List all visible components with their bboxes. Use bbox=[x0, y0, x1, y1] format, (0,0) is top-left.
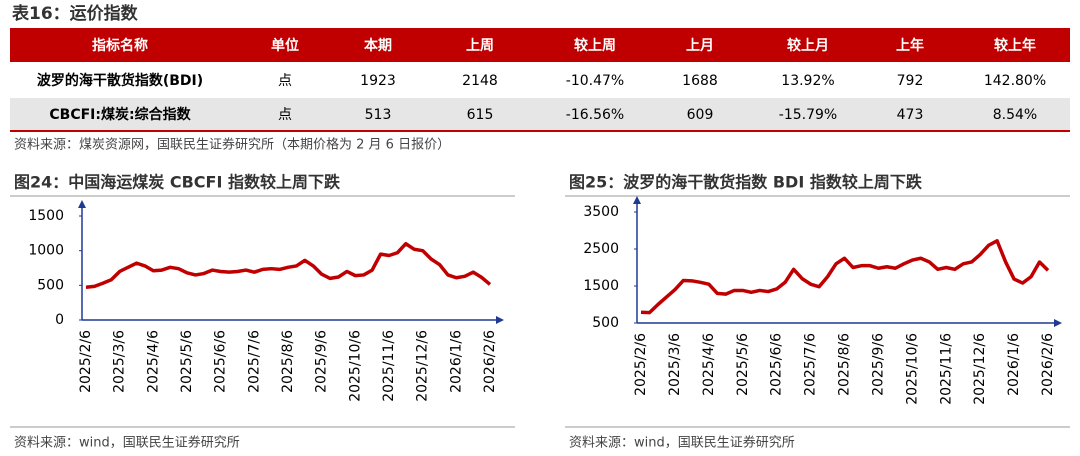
x-tick-label: 2025/4/6 bbox=[701, 333, 717, 396]
column-header: 上年 bbox=[896, 37, 924, 54]
series-line bbox=[640, 239, 1050, 315]
table-cell: 13.92% bbox=[781, 73, 834, 89]
column-header: 单位 bbox=[271, 37, 299, 54]
column-header: 指标名称 bbox=[92, 37, 148, 54]
table-cell: 1688 bbox=[682, 73, 718, 89]
y-tick-label: 1000 bbox=[28, 243, 64, 259]
table-source: 资料来源：煤炭资源网，国联民生证券研究所（本期价格为 2 月 6 日报价） bbox=[14, 137, 450, 153]
y-tick-label: 500 bbox=[592, 315, 619, 331]
x-tick-label: 2025/9/6 bbox=[314, 330, 330, 393]
table-cell: 513 bbox=[365, 107, 392, 123]
y-tick-label: 1500 bbox=[28, 208, 64, 224]
y-axis-arrow bbox=[78, 200, 86, 208]
y-tick-label: 2500 bbox=[583, 241, 619, 257]
x-axis-arrow bbox=[496, 316, 504, 324]
table-cell: -10.47% bbox=[566, 73, 624, 89]
x-tick-label: 2026/1/6 bbox=[1006, 333, 1022, 396]
table-cell: 1923 bbox=[360, 73, 396, 89]
x-tick-label: 2025/5/6 bbox=[179, 330, 195, 393]
column-header: 上月 bbox=[686, 38, 714, 54]
x-tick-label: 2025/2/6 bbox=[78, 330, 94, 393]
x-tick-label: 2025/10/6 bbox=[904, 333, 920, 405]
doc-title: 表16：运价指数 bbox=[12, 3, 139, 24]
x-tick-label: 2026/1/6 bbox=[448, 330, 464, 393]
x-tick-label: 2025/7/6 bbox=[803, 333, 819, 396]
table-cell: 波罗的海干散货指数(BDI) bbox=[37, 72, 203, 89]
x-tick-label: 2025/12/6 bbox=[415, 330, 431, 402]
chart-title: 图25：波罗的海干散货指数 BDI 指数较上周下跌 bbox=[569, 173, 923, 192]
x-tick-label: 2025/7/6 bbox=[246, 330, 262, 393]
x-tick-label: 2025/6/6 bbox=[213, 330, 229, 393]
table-cell: 2148 bbox=[462, 73, 498, 89]
y-tick-label: 500 bbox=[37, 277, 64, 293]
chart-title: 图24：中国海运煤炭 CBCFI 指数较上周下跌 bbox=[14, 173, 341, 192]
y-tick-label: 0 bbox=[55, 312, 64, 328]
x-axis-arrow bbox=[1054, 319, 1062, 327]
column-header: 较上月 bbox=[787, 37, 829, 54]
table-cell: 473 bbox=[897, 107, 924, 123]
x-tick-label: 2026/2/6 bbox=[482, 330, 498, 393]
table-cell: 609 bbox=[687, 107, 714, 123]
x-tick-label: 2026/2/6 bbox=[1040, 333, 1056, 396]
y-tick-label: 1500 bbox=[583, 278, 619, 294]
x-tick-label: 2025/8/6 bbox=[280, 330, 296, 393]
x-tick-label: 2025/11/6 bbox=[381, 330, 397, 402]
table-cell: -16.56% bbox=[566, 107, 624, 123]
x-tick-label: 2025/6/6 bbox=[769, 333, 785, 396]
table-header-bg bbox=[10, 28, 1070, 62]
chart-source: 资料来源：wind，国联民生证券研究所 bbox=[569, 435, 795, 451]
x-tick-label: 2025/11/6 bbox=[938, 333, 954, 405]
x-tick-label: 2025/12/6 bbox=[972, 333, 988, 405]
x-tick-label: 2025/3/6 bbox=[667, 333, 683, 396]
x-tick-label: 2025/4/6 bbox=[145, 330, 161, 393]
column-header: 较上年 bbox=[994, 37, 1036, 54]
x-tick-label: 2025/5/6 bbox=[735, 333, 751, 396]
column-header: 上周 bbox=[466, 38, 494, 54]
table-cell: 142.80% bbox=[984, 73, 1046, 89]
x-tick-label: 2025/3/6 bbox=[112, 330, 128, 393]
x-tick-label: 2025/2/6 bbox=[633, 333, 649, 396]
column-header: 较上周 bbox=[574, 37, 616, 54]
series-line bbox=[85, 241, 492, 289]
y-tick-label: 3500 bbox=[583, 204, 619, 220]
table-cell: 615 bbox=[467, 107, 494, 123]
table-row-bg bbox=[10, 98, 1070, 130]
x-tick-label: 2025/8/6 bbox=[837, 333, 853, 396]
y-axis-arrow bbox=[633, 196, 641, 204]
chart-source: 资料来源：wind，国联民生证券研究所 bbox=[14, 435, 240, 451]
table-cell: 792 bbox=[897, 73, 924, 89]
table-cell: 点 bbox=[278, 73, 292, 89]
table-cell: -15.79% bbox=[779, 107, 837, 123]
column-header: 本期 bbox=[364, 37, 392, 54]
table-cell: 点 bbox=[278, 107, 292, 123]
table-cell: 8.54% bbox=[993, 107, 1037, 123]
x-tick-label: 2025/9/6 bbox=[870, 333, 886, 396]
table-cell: CBCFI:煤炭:综合指数 bbox=[49, 106, 191, 123]
x-tick-label: 2025/10/6 bbox=[347, 330, 363, 402]
